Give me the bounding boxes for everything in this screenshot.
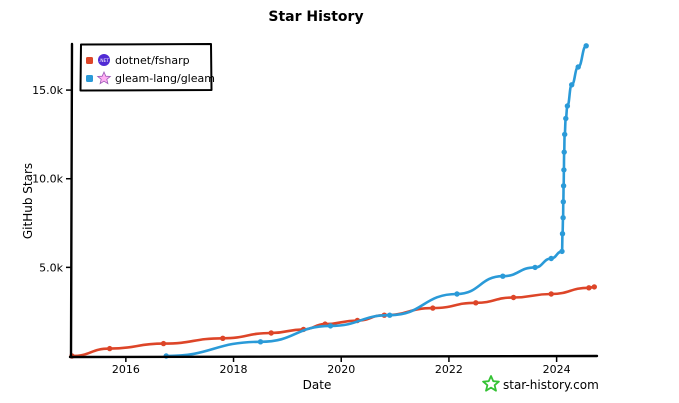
data-point-gleam <box>559 248 565 255</box>
x-axis-line <box>68 354 599 359</box>
data-point-fsharp <box>268 330 274 336</box>
y-tick-label: 5.0k <box>39 261 63 274</box>
x-tick-label: 2016 <box>112 363 140 376</box>
data-point-fsharp <box>430 305 436 311</box>
data-point-gleam <box>561 167 567 173</box>
data-point-gleam <box>454 291 460 297</box>
data-point-gleam <box>327 323 334 329</box>
chart-legend: .NET dotnet/fsharp gleam-lang/gleam <box>79 43 215 92</box>
data-point-fsharp <box>220 335 226 341</box>
x-tick-label: 2022 <box>435 363 463 376</box>
y-axis-label: GitHub Stars <box>21 163 35 239</box>
legend-swatch-gleam <box>86 75 93 82</box>
data-point-fsharp <box>473 300 479 306</box>
x-tick-label: 2018 <box>220 363 248 376</box>
series-layer <box>69 43 597 359</box>
data-point-gleam <box>560 215 566 221</box>
chart-title: Star History <box>268 9 363 25</box>
data-point-gleam <box>569 82 575 88</box>
data-point-gleam <box>564 103 571 109</box>
data-point-gleam <box>560 183 567 189</box>
data-point-gleam <box>387 312 393 318</box>
svg-text:.NET: .NET <box>99 58 110 64</box>
x-axis-ticks: 2016 2018 2020 2022 2024 <box>112 356 571 376</box>
legend-swatch-fsharp <box>86 57 93 64</box>
data-point-fsharp <box>160 340 167 347</box>
data-point-gleam <box>583 43 589 49</box>
data-point-gleam <box>559 231 566 237</box>
data-point-gleam <box>575 64 581 70</box>
legend-label-fsharp: dotnet/fsharp <box>115 54 190 67</box>
x-tick-label: 2020 <box>327 363 355 376</box>
data-point-fsharp <box>548 291 554 297</box>
x-axis-label: Date <box>303 378 332 392</box>
y-tick-label: 15.0k <box>32 84 63 97</box>
data-point-fsharp <box>107 345 113 352</box>
data-point-gleam <box>257 339 264 345</box>
data-point-fsharp <box>586 285 592 291</box>
x-tick-label: 2024 <box>543 363 571 376</box>
legend-label-gleam: gleam-lang/gleam <box>115 72 215 85</box>
y-axis-line <box>69 42 74 359</box>
data-point-gleam <box>548 255 554 262</box>
data-point-fsharp <box>591 284 597 290</box>
watermark-text: star-history.com <box>503 378 599 392</box>
data-point-gleam <box>500 273 506 279</box>
gleam-star-icon <box>96 70 112 85</box>
data-point-gleam <box>562 131 568 138</box>
y-tick-label: 10.0k <box>32 173 63 186</box>
data-point-gleam <box>532 264 538 271</box>
data-point-gleam <box>563 115 569 122</box>
data-point-gleam <box>561 149 567 155</box>
y-axis-ticks: 5.0k 10.0k 15.0k <box>32 84 72 274</box>
dotnet-icon: .NET <box>98 54 110 66</box>
legend-box <box>79 43 213 92</box>
star-history-logo-icon <box>482 375 500 392</box>
data-point-fsharp <box>510 294 517 301</box>
series-line-gleam <box>164 44 588 358</box>
data-point-gleam <box>560 199 566 205</box>
